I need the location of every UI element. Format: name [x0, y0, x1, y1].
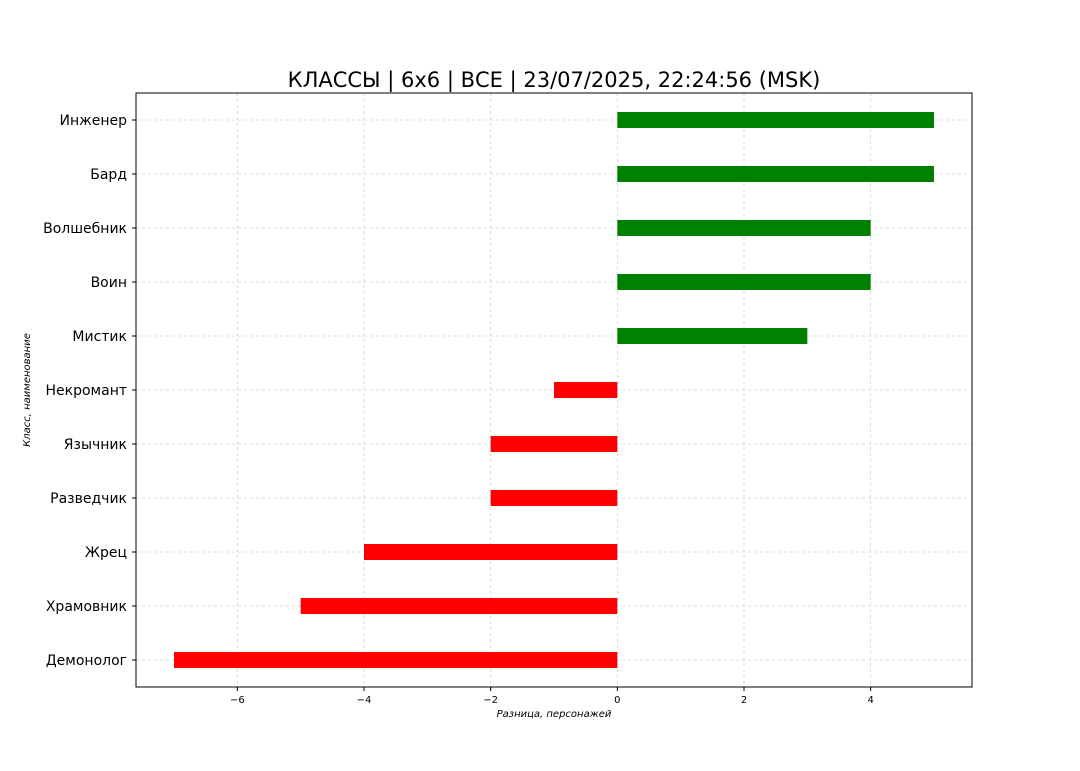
- y-tick-label: Мистик: [72, 329, 127, 345]
- y-tick-label: Инженер: [59, 113, 127, 129]
- x-tick-label: −2: [483, 695, 498, 706]
- y-tick-label: Некромант: [46, 383, 128, 399]
- bar: [490, 436, 618, 452]
- bar: [617, 112, 934, 128]
- bar: [300, 598, 618, 614]
- y-tick-label: Разведчик: [50, 491, 127, 507]
- bar: [364, 544, 618, 560]
- x-ticks: −6 −4 −2 0 2 4: [230, 687, 874, 706]
- x-axis-label: Разница, персонажей: [497, 709, 612, 720]
- bar: [554, 382, 618, 398]
- bar: [617, 328, 808, 344]
- bar: [174, 652, 618, 668]
- y-ticks: Инженер Бард Волшебник Воин Мистик Некромант Я…: [43, 113, 136, 669]
- bar: [490, 490, 618, 506]
- y-tick-label: Воин: [91, 275, 127, 291]
- chart-title: КЛАССЫ | 6x6 | ВСЕ | 23/07/2025, 22:24:5…: [288, 68, 821, 93]
- y-tick-label: Жрец: [85, 545, 127, 561]
- x-tick-label: 2: [741, 695, 747, 706]
- y-tick-label: Демонолог: [46, 653, 127, 669]
- bar: [617, 220, 871, 236]
- bar: [617, 166, 934, 182]
- x-tick-label: −6: [230, 695, 245, 706]
- y-tick-label: Волшебник: [43, 221, 127, 237]
- y-axis-label: Класс, наименование: [22, 333, 33, 447]
- y-tick-label: Храмовник: [46, 599, 127, 615]
- x-tick-label: 4: [867, 695, 873, 706]
- bars: [174, 112, 934, 668]
- x-tick-label: −4: [357, 695, 372, 706]
- x-tick-label: 0: [614, 695, 620, 706]
- y-tick-label: Бард: [90, 167, 127, 183]
- bar: [617, 274, 871, 290]
- y-tick-label: Язычник: [64, 437, 127, 453]
